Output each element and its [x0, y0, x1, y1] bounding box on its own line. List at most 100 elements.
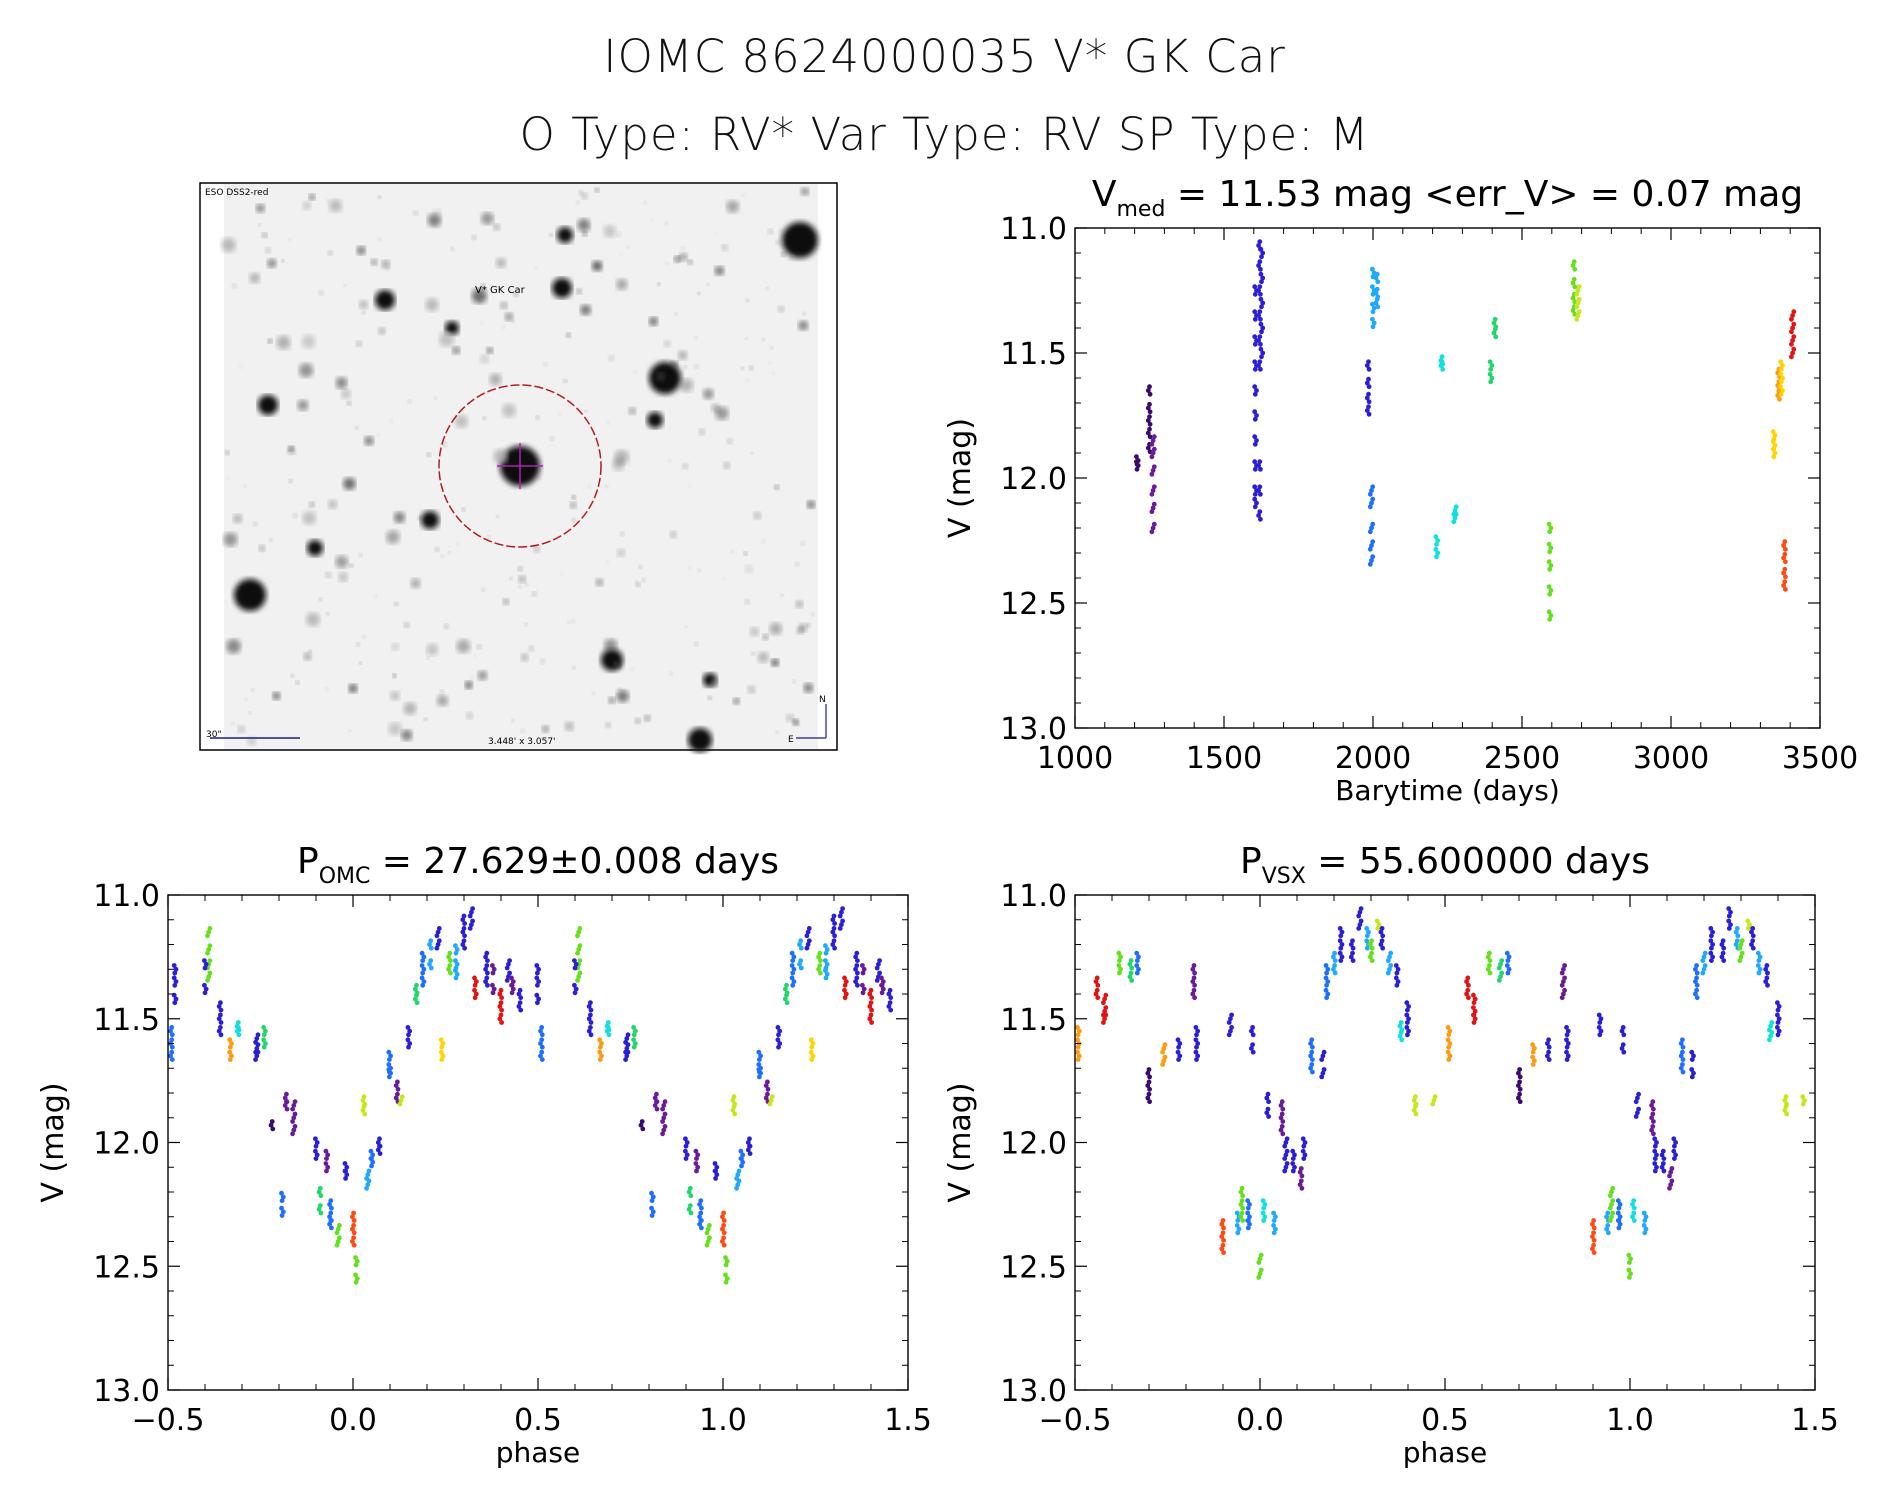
data-point [1150, 488, 1156, 493]
data-point [1800, 1101, 1806, 1107]
data-point [712, 1168, 718, 1174]
data-point [1574, 291, 1580, 297]
chart-title: Vmed = 11.53 mag <err_V> = 0.07 mag [1092, 174, 1803, 222]
data-point [1271, 1210, 1276, 1216]
data-point [202, 965, 208, 971]
data-point [255, 1049, 261, 1055]
data-point [1252, 359, 1258, 365]
data-point [605, 1020, 611, 1025]
data-point [1733, 942, 1739, 947]
data-point [605, 1025, 611, 1030]
data-point [1321, 1049, 1327, 1055]
data-point [454, 971, 460, 977]
data-points [168, 906, 894, 1285]
data-point [888, 1007, 894, 1013]
data-point [1378, 929, 1384, 935]
data-point [1506, 954, 1512, 960]
data-point [1245, 1198, 1251, 1204]
data-point [1357, 909, 1363, 915]
data-point [1175, 1037, 1181, 1043]
data-point [1671, 1136, 1677, 1142]
data-point [1256, 1260, 1262, 1265]
data-point [1680, 1044, 1686, 1050]
data-point [420, 970, 426, 976]
data-point [1374, 286, 1380, 292]
data-point [313, 1136, 318, 1142]
data-point [1250, 1032, 1256, 1038]
data-point [538, 1053, 543, 1059]
data-point [1369, 543, 1374, 548]
x-tick-label: 1500 [1186, 741, 1262, 776]
data-point [1775, 1007, 1781, 1013]
data-point [1147, 1086, 1152, 1092]
data-point [216, 1004, 222, 1009]
finder-star [450, 247, 455, 251]
data-point [1488, 379, 1494, 385]
data-point [790, 982, 796, 988]
data-point [1338, 958, 1344, 963]
data-point [1654, 1164, 1659, 1170]
data-point [534, 992, 540, 998]
data-point [1769, 1020, 1775, 1025]
data-point [218, 1025, 223, 1030]
data-point [720, 1214, 725, 1220]
data-point [1366, 411, 1372, 417]
data-point [1356, 926, 1362, 931]
data-point [313, 1148, 318, 1154]
data-point [1259, 304, 1264, 310]
finder-star [753, 512, 761, 520]
finder-star [549, 233, 554, 238]
finder-star [306, 612, 320, 627]
data-point [1433, 546, 1439, 552]
data-point [1257, 239, 1263, 245]
finder-star [765, 286, 769, 291]
data-point [1633, 1114, 1639, 1119]
data-point [684, 1140, 690, 1145]
data-point [1628, 1256, 1633, 1262]
finder-star [501, 325, 506, 329]
data-point [1245, 1218, 1251, 1223]
data-point [1548, 563, 1554, 568]
data-point [369, 1163, 374, 1169]
data-point [255, 1042, 261, 1048]
finder-star [377, 195, 382, 199]
data-point [652, 1095, 658, 1101]
data-point [1364, 945, 1370, 951]
data-point [1790, 338, 1795, 343]
data-point [1358, 906, 1364, 911]
data-point [842, 982, 848, 988]
data-point [279, 1205, 284, 1211]
data-point [1498, 961, 1503, 967]
finder-star [769, 345, 774, 350]
finder-star [664, 221, 669, 226]
finder-star [775, 731, 779, 734]
data-point [1350, 945, 1356, 951]
data-point [572, 958, 577, 963]
finder-star [493, 223, 500, 231]
data-point [777, 1028, 783, 1034]
finder-star [482, 416, 486, 420]
data-point [1247, 1214, 1252, 1220]
data-point [1300, 1148, 1306, 1154]
data-point [758, 1070, 763, 1076]
data-point [1652, 1161, 1658, 1166]
data-point [428, 965, 434, 971]
data-point [1546, 1037, 1551, 1043]
data-point [1667, 1173, 1672, 1179]
data-point [1781, 583, 1786, 588]
data-point [1768, 1023, 1773, 1029]
data-point [1506, 966, 1512, 972]
data-point [789, 950, 795, 956]
finder-star [518, 575, 526, 583]
y-tick-label: 12.0 [1000, 462, 1067, 497]
data-point [350, 1239, 355, 1244]
data-point [292, 1111, 298, 1117]
data-point [721, 1210, 726, 1216]
data-point [575, 950, 580, 956]
data-point [1252, 504, 1258, 510]
data-point [1505, 958, 1511, 963]
finder-star [633, 370, 637, 374]
data-point [1610, 1198, 1616, 1204]
data-point [869, 1020, 874, 1025]
data-point [1252, 309, 1258, 315]
